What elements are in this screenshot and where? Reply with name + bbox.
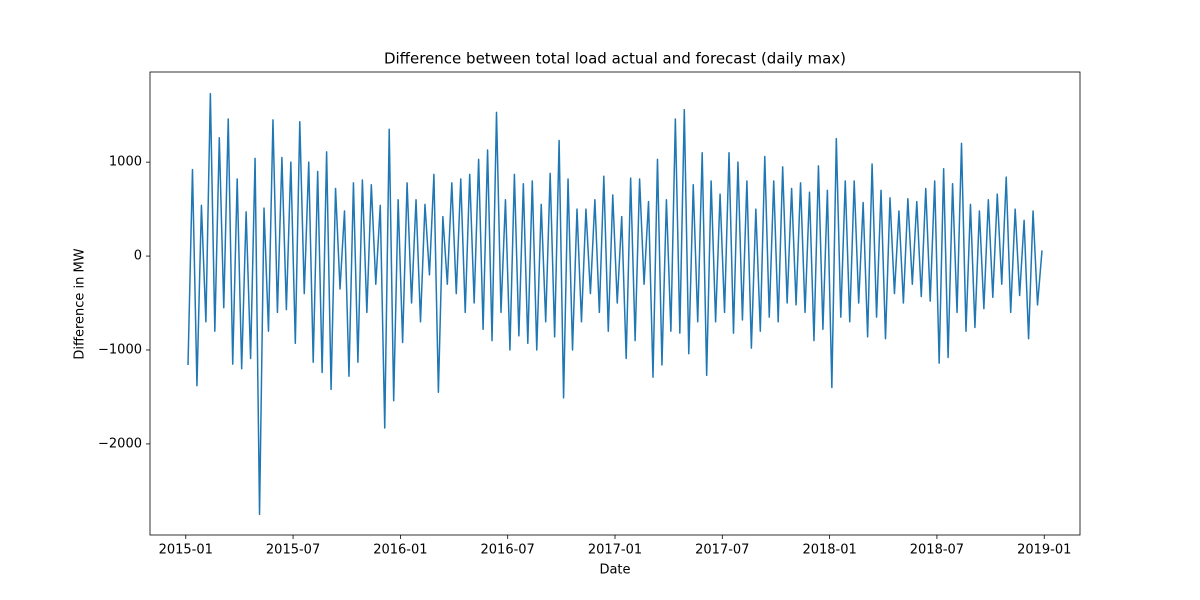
x-tick-label: 2018-01 <box>802 543 856 558</box>
x-axis-label: Date <box>599 563 630 578</box>
data-line <box>187 92 1043 516</box>
x-tick-label: 2015-07 <box>266 543 320 558</box>
x-tick-label: 2017-07 <box>695 543 749 558</box>
y-tick-label: 1000 <box>109 155 142 170</box>
x-tick-label: 2018-07 <box>910 543 964 558</box>
x-tick-label: 2017-01 <box>588 543 642 558</box>
x-tick-label: 2016-07 <box>481 543 535 558</box>
x-tick-label: 2015-01 <box>159 543 213 558</box>
x-tick-label: 2019-01 <box>1017 543 1071 558</box>
y-axis-label: Difference in MW <box>73 248 88 359</box>
x-tick-label: 2016-01 <box>373 543 427 558</box>
y-tick-label: −2000 <box>98 436 142 451</box>
chart-title: Difference between total load actual and… <box>384 50 846 68</box>
y-tick-label: −1000 <box>98 342 142 357</box>
y-tick-label: 0 <box>134 249 142 264</box>
